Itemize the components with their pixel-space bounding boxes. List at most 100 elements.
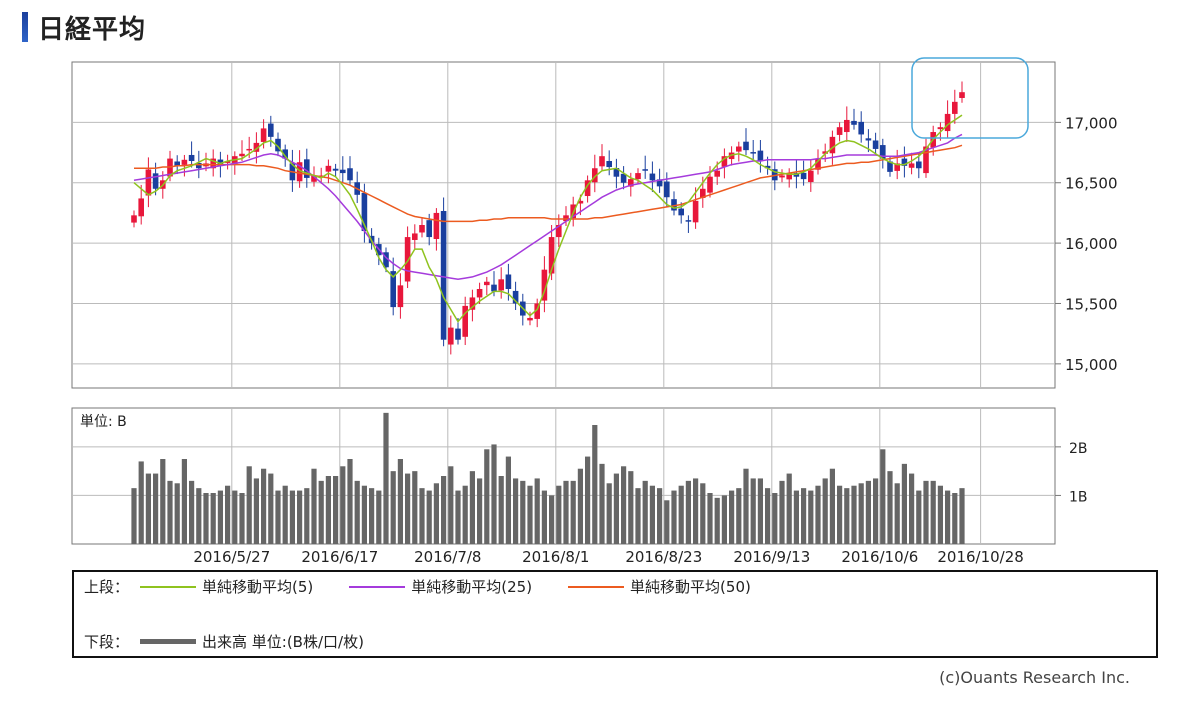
candle-body	[512, 290, 519, 304]
volume-bar	[225, 485, 231, 544]
volume-bar	[585, 456, 591, 544]
volume-bar	[275, 490, 281, 544]
volume-bar	[829, 468, 835, 544]
volume-bar	[635, 488, 641, 544]
candle-body	[462, 305, 468, 337]
candle-body	[541, 269, 548, 301]
x-tick-label: 2016/8/1	[522, 548, 589, 566]
candle-body	[908, 163, 915, 168]
candle-body	[815, 158, 821, 170]
candle-body	[779, 175, 785, 178]
candle-body	[239, 153, 245, 157]
volume-bar	[397, 459, 403, 544]
volume-bar	[268, 473, 274, 544]
volume-bar	[563, 480, 569, 544]
volume-bar	[743, 468, 749, 544]
volume-bar	[390, 471, 396, 544]
volume-bar	[167, 480, 173, 544]
candle-body	[678, 208, 684, 216]
volume-bar	[765, 488, 771, 544]
ma5-line	[133, 114, 963, 323]
volume-bar	[246, 466, 252, 544]
x-tick-label: 2016/8/23	[625, 548, 702, 566]
x-axis: 2016/5/27 2016/6/17 2016/7/8 2016/8/1 2016/8…	[193, 548, 1023, 566]
candle-body	[347, 168, 353, 181]
candle-body	[412, 233, 418, 240]
candle-body	[736, 146, 742, 152]
ma25-line	[133, 133, 963, 281]
candle-body	[642, 169, 648, 171]
candle-body	[196, 162, 202, 169]
volume-bar	[959, 488, 965, 544]
volume-bar	[333, 476, 339, 544]
volume-bar	[289, 490, 295, 544]
candle-body	[145, 169, 152, 196]
price-tick-label: 15,000	[1065, 356, 1118, 374]
candle-body	[808, 170, 814, 183]
volume-bar	[376, 490, 382, 544]
candle-body	[800, 172, 807, 180]
candle-body	[404, 237, 411, 282]
candle-body	[498, 279, 504, 291]
volume-bar	[887, 471, 893, 544]
candle-body	[743, 141, 749, 151]
volume-bar	[714, 497, 720, 544]
candle-body	[656, 179, 663, 187]
candle-body	[131, 215, 137, 223]
candle-body	[916, 161, 922, 169]
candle-body	[275, 138, 281, 152]
candle-body	[757, 150, 764, 162]
volume-bar	[901, 463, 907, 544]
candle-body	[851, 120, 857, 125]
volume-bar	[340, 466, 346, 544]
volume-bar	[599, 463, 605, 544]
volume-bar	[858, 483, 864, 544]
candle-body	[764, 165, 771, 169]
title-accent-bar	[22, 12, 28, 42]
volume-bar	[750, 478, 756, 544]
legend-volume: 出来高 単位:(B株/口/枚)	[140, 631, 364, 652]
volume-bar	[707, 493, 713, 544]
candle-body	[707, 176, 713, 193]
volume-bar	[462, 485, 468, 544]
candle-body	[620, 173, 627, 183]
candle-body	[548, 237, 555, 274]
candle-body	[584, 180, 591, 197]
legend: 上段： 単純移動平均(5) 単純移動平均(25) 単純移動平均(50) 下段： …	[72, 570, 1158, 658]
candle-body	[534, 303, 540, 319]
candle-body	[952, 101, 958, 114]
volume-bar	[412, 471, 418, 544]
volume-bar	[131, 488, 137, 544]
volume-bar	[534, 478, 540, 544]
volume-bar	[685, 480, 691, 544]
volume-bar	[757, 478, 763, 544]
volume-bar	[239, 493, 245, 544]
volume-bar	[318, 480, 324, 544]
volume-bar	[772, 493, 778, 544]
candle-body	[563, 215, 569, 222]
candle-body	[383, 252, 389, 268]
candle-body	[887, 161, 893, 172]
candle-body	[844, 119, 850, 133]
candle-body	[181, 159, 188, 165]
volume-bar	[556, 485, 562, 544]
candle-body	[491, 284, 497, 292]
volume-bar	[937, 485, 943, 544]
candle-body	[577, 200, 584, 204]
candle-body	[606, 161, 612, 168]
legend-volume-label: 出来高 単位:(B株/口/枚)	[202, 633, 364, 651]
candle-body	[260, 128, 267, 142]
candle-body	[253, 142, 260, 152]
volume-bar	[383, 412, 389, 544]
candle-body	[786, 173, 792, 180]
x-tick-label: 2016/7/8	[414, 548, 481, 566]
candle-body	[750, 152, 756, 154]
candle-body	[671, 199, 677, 211]
legend-ma5-swatch	[140, 585, 196, 588]
volume-bar	[505, 456, 511, 544]
volume-bar	[347, 459, 353, 544]
legend-ma25-swatch	[349, 585, 406, 588]
candle-body	[296, 162, 303, 182]
volume-panel: 1B 2B 単位: B	[71, 407, 1088, 545]
volume-bar	[678, 485, 684, 544]
